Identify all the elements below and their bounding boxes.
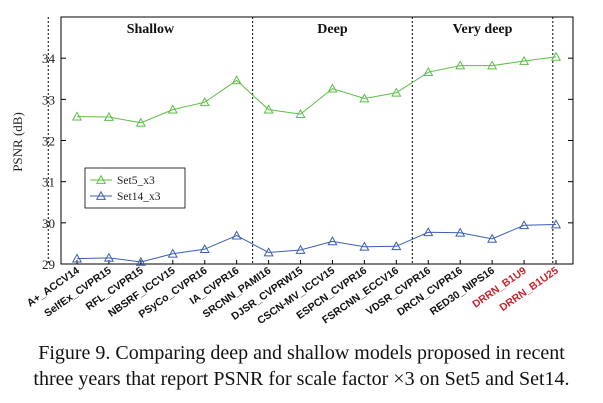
plot-area: [60, 16, 574, 265]
data-point: [231, 75, 242, 85]
data-point: [263, 247, 274, 257]
data-point: [231, 230, 242, 240]
data-point: [550, 219, 562, 229]
data-point: [391, 87, 402, 97]
data-point: [199, 243, 210, 254]
series-set14-x3: [71, 219, 562, 266]
data-point: [327, 83, 338, 93]
data-point: [391, 241, 402, 251]
data-point: [359, 241, 370, 251]
legend-entry: Set5_x3: [90, 174, 155, 187]
caption-line-2: three years that report PSNR for scale f…: [33, 368, 570, 390]
data-point: [199, 96, 210, 107]
data-point: [550, 51, 562, 61]
data-point: [423, 227, 434, 237]
y-tick-label: 33: [42, 92, 55, 107]
data-point: [519, 55, 530, 65]
data-point: [519, 220, 530, 230]
legend: Set5_x3 Set14_x3: [84, 167, 186, 209]
data-point: [327, 236, 338, 246]
legend-box: [84, 167, 186, 209]
figure-caption: Figure 9. Comparing deep and shallow mod…: [0, 340, 603, 392]
legend-entry: Set14_x3: [90, 190, 161, 203]
data-point: [167, 248, 178, 258]
data-point: [455, 60, 466, 70]
data-point: [167, 104, 178, 114]
data-point: [135, 256, 146, 266]
series-layer: [71, 51, 562, 266]
data-point: [487, 60, 498, 70]
x-axis: A+_ACCV14SelfEx_CVPR15RFL_CVPR15NBSRF_IC…: [25, 265, 561, 327]
data-point: [71, 253, 83, 263]
group-labels: Shallow Deep Very deep: [127, 22, 513, 37]
data-point: [295, 108, 306, 119]
legend-label: Set14_x3: [117, 191, 161, 203]
data-point: [487, 233, 498, 243]
data-point: [103, 252, 114, 262]
data-point: [359, 93, 370, 103]
data-point: [71, 111, 83, 121]
legend-marker: [95, 174, 107, 184]
series-line: [76, 223, 557, 263]
group-label: Shallow: [127, 22, 175, 37]
group-dividers: [47, 17, 554, 264]
group-label: Deep: [317, 22, 348, 37]
caption-line-1: Figure 9. Comparing deep and shallow mod…: [38, 342, 565, 364]
data-point: [423, 66, 434, 77]
legend-marker: [95, 190, 107, 200]
y-tick-label: 30: [42, 216, 55, 231]
group-label: Very deep: [453, 22, 513, 37]
series-set5-x3: [71, 51, 562, 127]
data-point: [103, 111, 114, 121]
data-point: [455, 227, 466, 237]
data-point: [295, 244, 306, 254]
series-line: [76, 56, 557, 124]
data-point: [263, 104, 274, 114]
y-tick-label: 29: [42, 257, 55, 272]
y-axis-label: PSNR (dB): [10, 112, 25, 172]
data-point: [135, 117, 146, 127]
legend-label: Set5_x3: [117, 175, 155, 187]
